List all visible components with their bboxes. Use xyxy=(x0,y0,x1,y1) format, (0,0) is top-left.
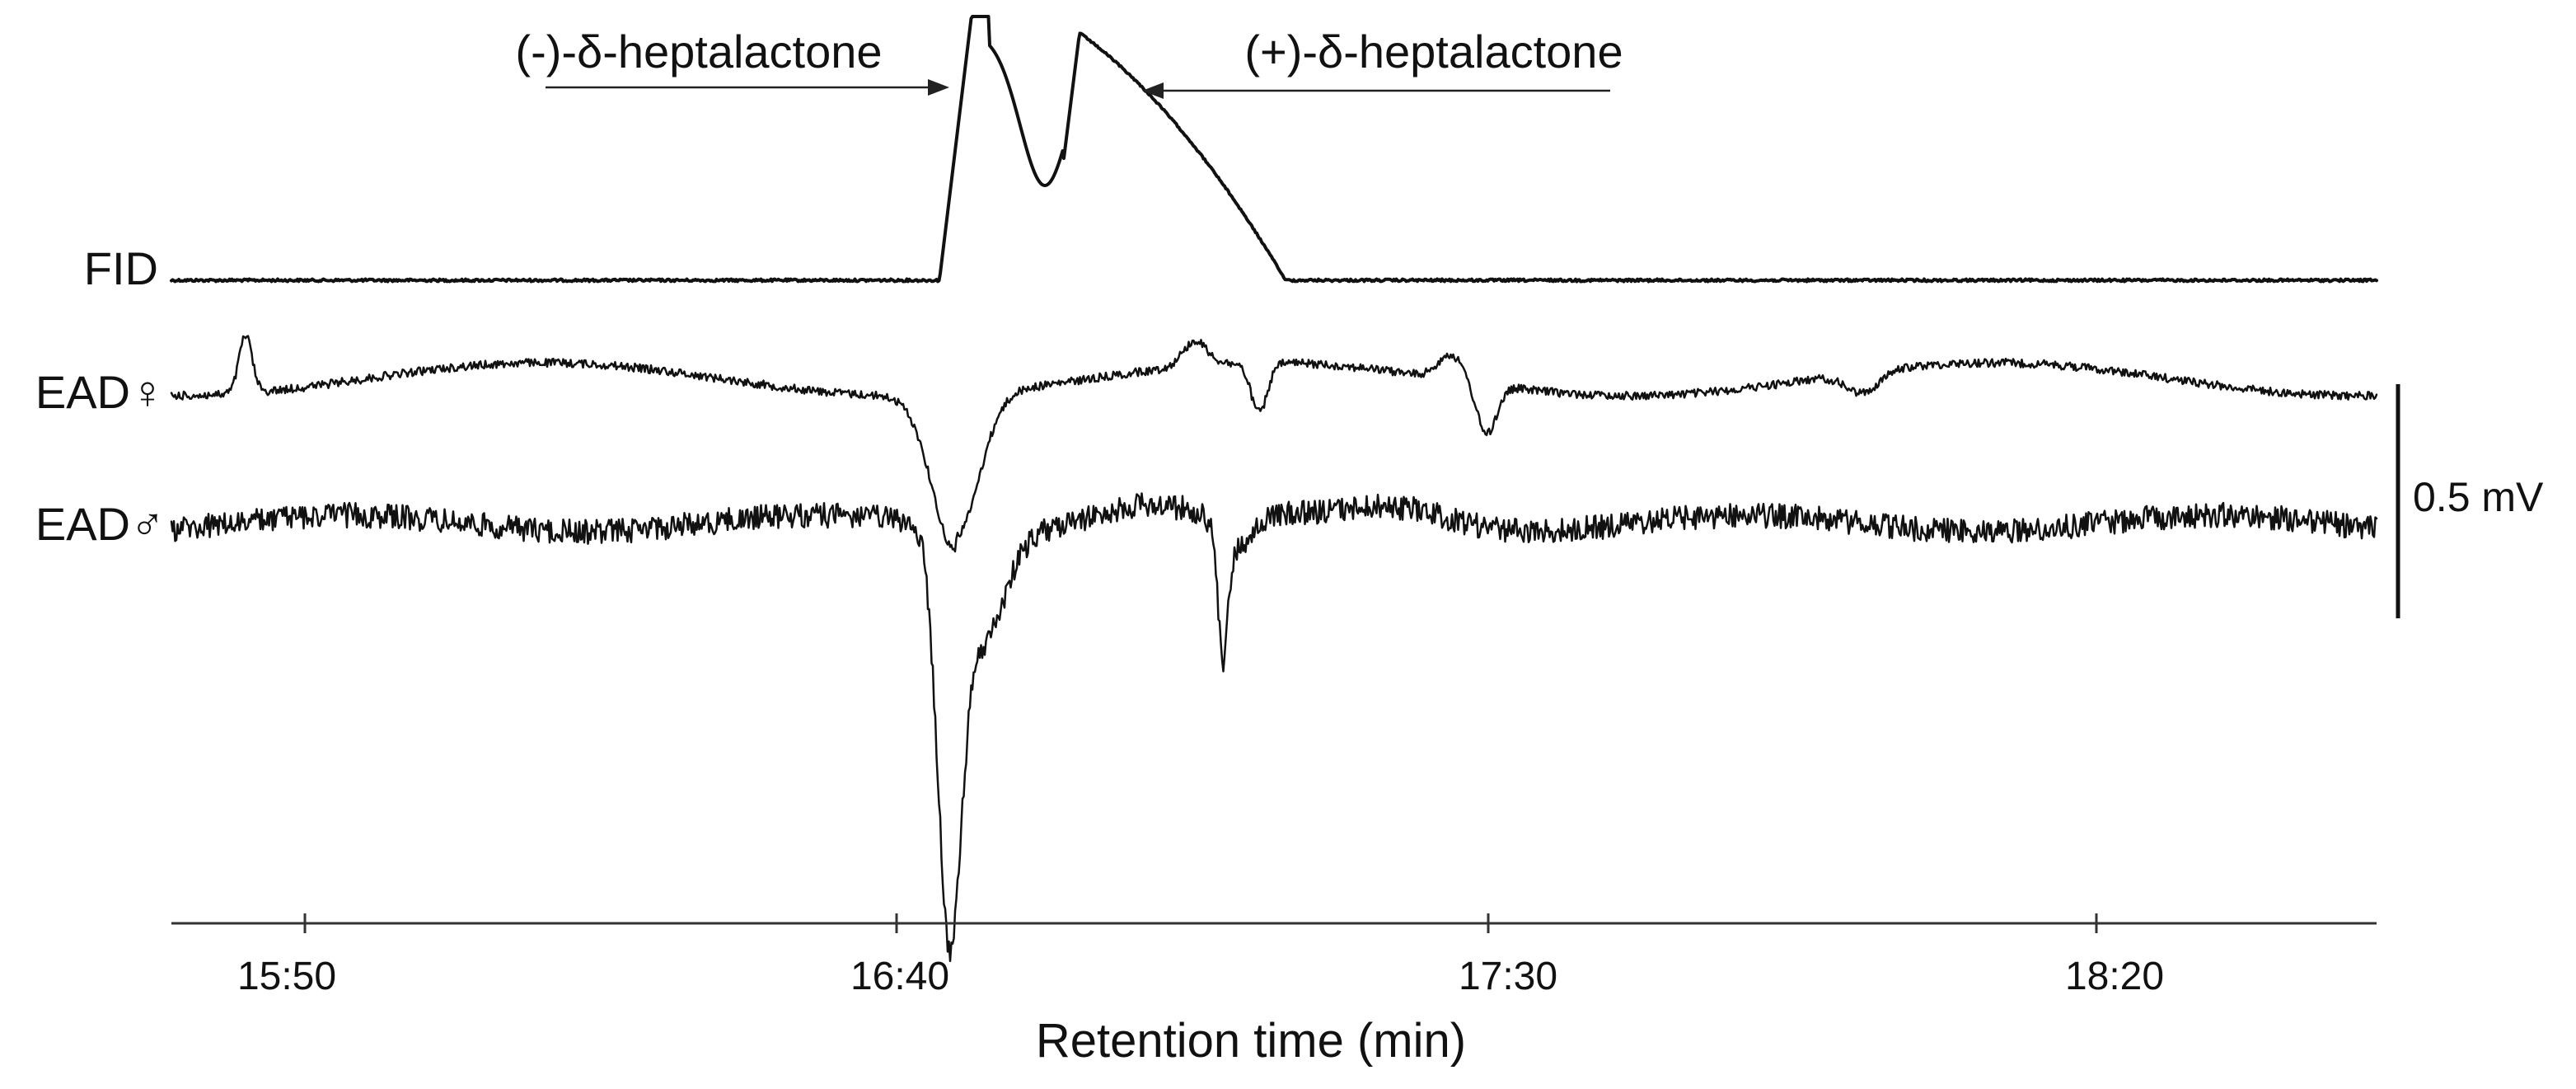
fid-trace-line xyxy=(170,15,2378,284)
annotation-plus-heptalactone: (+)-δ-heptalactone xyxy=(1244,26,1623,77)
annotation-arrowhead-minus xyxy=(928,79,949,96)
x-axis-label: Retention time (min) xyxy=(1036,1014,1466,1068)
x-tick-label: 18:20 xyxy=(2065,955,2164,998)
x-tick-label: 16:40 xyxy=(850,955,949,998)
ead-female-trace-line xyxy=(170,335,2378,553)
series-label-ead-male: EAD♂ xyxy=(35,498,165,550)
series-label-ead-female: EAD♀ xyxy=(35,366,165,418)
scale-bar-label: 0.5 mV xyxy=(2413,474,2544,520)
series-label-fid: FID xyxy=(84,242,158,294)
ead-male-trace-line xyxy=(170,492,2378,963)
x-tick-label: 17:30 xyxy=(1459,955,1557,998)
x-tick-label: 15:50 xyxy=(237,955,336,998)
annotation-arrowhead-plus xyxy=(1142,82,1164,99)
annotation-minus-heptalactone: (-)-δ-heptalactone xyxy=(515,26,882,77)
